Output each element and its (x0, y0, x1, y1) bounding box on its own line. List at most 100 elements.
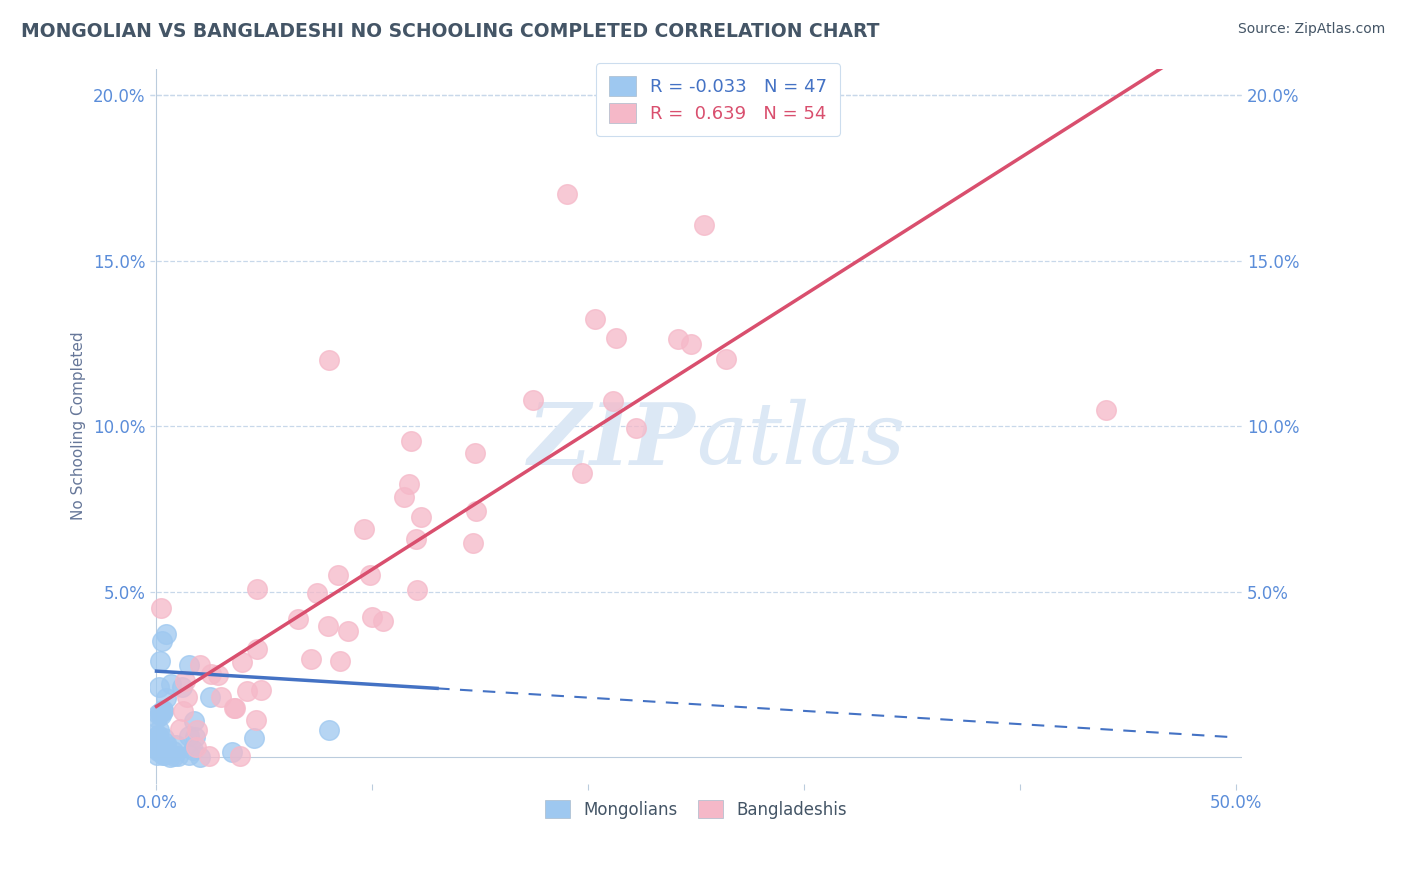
Point (228, 748, 250, 763)
Point (602, 393, 624, 408)
Point (148, 723, 170, 737)
Text: atlas: atlas (696, 399, 905, 482)
Point (155, 626, 177, 640)
Point (155, 690, 177, 705)
Point (167, 749, 190, 764)
Point (148, 737, 170, 751)
Point (571, 466, 593, 480)
Point (399, 434, 422, 449)
Point (200, 690, 222, 704)
Point (152, 747, 174, 762)
Point (183, 714, 205, 728)
Point (172, 680, 194, 694)
Point (150, 706, 173, 720)
Point (406, 583, 429, 598)
Text: MONGOLIAN VS BANGLADESHI NO SCHOOLING COMPLETED CORRELATION CHART: MONGOLIAN VS BANGLADESHI NO SCHOOLING CO… (21, 22, 880, 41)
Point (626, 421, 648, 435)
Point (245, 713, 267, 727)
Point (714, 351, 737, 366)
Point (146, 733, 169, 747)
Point (149, 741, 172, 756)
Point (307, 586, 329, 600)
Point (249, 683, 271, 698)
Point (337, 624, 360, 638)
Point (246, 582, 269, 597)
Point (165, 738, 187, 752)
Point (172, 704, 194, 718)
Text: Source: ZipAtlas.com: Source: ZipAtlas.com (1237, 22, 1385, 37)
Point (522, 393, 544, 408)
Point (188, 749, 211, 764)
Point (159, 749, 181, 764)
Point (287, 612, 309, 626)
Legend: Mongolians, Bangladeshis: Mongolians, Bangladeshis (538, 794, 853, 825)
Point (146, 729, 169, 743)
Point (186, 723, 208, 738)
Point (299, 652, 322, 666)
Point (153, 747, 176, 762)
Point (177, 748, 200, 763)
Point (318, 619, 340, 633)
Point (583, 312, 606, 326)
Point (152, 702, 174, 716)
Point (162, 743, 184, 757)
Point (328, 568, 350, 582)
Point (222, 701, 245, 715)
Point (221, 745, 243, 759)
Point (398, 477, 420, 491)
Point (155, 736, 177, 750)
Point (461, 536, 484, 550)
Point (224, 700, 246, 714)
Point (146, 711, 169, 725)
Point (465, 503, 488, 517)
Point (153, 731, 176, 745)
Point (148, 732, 170, 747)
Point (605, 330, 627, 344)
Point (148, 742, 170, 756)
Point (176, 690, 198, 704)
Text: ZIP: ZIP (529, 399, 696, 483)
Point (148, 706, 170, 721)
Point (177, 657, 200, 672)
Point (173, 673, 195, 688)
Y-axis label: No Schooling Completed: No Schooling Completed (72, 332, 86, 520)
Point (236, 683, 259, 698)
Point (329, 654, 352, 668)
Point (392, 490, 415, 504)
Point (146, 740, 169, 755)
Point (188, 657, 211, 672)
Point (155, 746, 177, 760)
Point (411, 509, 433, 524)
Point (200, 666, 222, 681)
Point (371, 614, 394, 628)
Point (359, 568, 381, 582)
Point (464, 446, 486, 460)
Point (318, 723, 340, 738)
Point (405, 533, 427, 547)
Point (681, 336, 703, 351)
Point (159, 677, 181, 691)
Point (152, 704, 174, 718)
Point (353, 522, 375, 536)
Point (150, 634, 173, 648)
Point (198, 748, 221, 763)
Point (1095, 402, 1118, 417)
Point (163, 749, 186, 764)
Point (149, 654, 172, 668)
Point (318, 352, 340, 367)
Point (148, 728, 170, 742)
Point (184, 739, 207, 754)
Point (149, 707, 172, 722)
Point (177, 729, 200, 743)
Point (184, 730, 207, 744)
Point (150, 601, 173, 615)
Point (146, 747, 169, 762)
Point (169, 722, 191, 736)
Point (242, 731, 264, 745)
Point (693, 219, 716, 233)
Point (181, 743, 204, 757)
Point (156, 744, 179, 758)
Point (245, 642, 267, 657)
Point (555, 187, 578, 202)
Point (209, 690, 232, 704)
